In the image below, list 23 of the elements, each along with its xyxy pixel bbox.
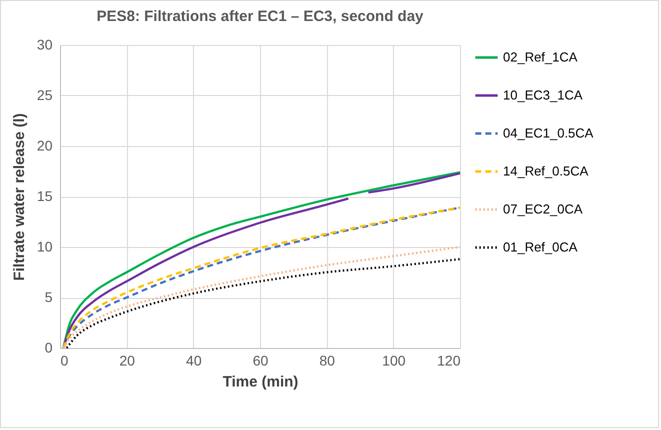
legend-label: 04_EC1_0.5CA [503,126,594,140]
legend-label: 02_Ref_1CA [503,50,578,64]
y-tick-label: 25 [36,87,53,103]
x-tick-label: 0 [60,352,68,368]
y-tick-label: 15 [36,188,53,204]
x-axis-title: Time (min) [222,374,298,390]
legend-label: 01_Ref_0CA [503,240,578,254]
x-tick-label: 60 [252,352,268,368]
legend-label: 07_EC2_0CA [503,202,583,216]
y-tick-label: 0 [44,340,53,356]
legend-label: 14_Ref_0.5CA [503,164,589,178]
y-tick-label: 20 [36,138,53,154]
y-axis-title: Filtrate water release (l) [10,113,28,281]
x-tick-label: 120 [437,352,461,368]
x-tick-label: 100 [382,352,406,368]
x-tick-label: 80 [319,352,336,368]
chart-title: PES8: Filtrations after EC1 – EC3, second day [96,8,424,25]
x-tick-label: 40 [186,352,202,368]
legend-label: 10_EC3_1CA [503,88,583,102]
y-tick-label: 10 [36,238,53,254]
y-tick-label: 30 [36,36,53,52]
y-tick-label: 5 [44,289,53,305]
x-tick-label: 20 [119,352,136,368]
